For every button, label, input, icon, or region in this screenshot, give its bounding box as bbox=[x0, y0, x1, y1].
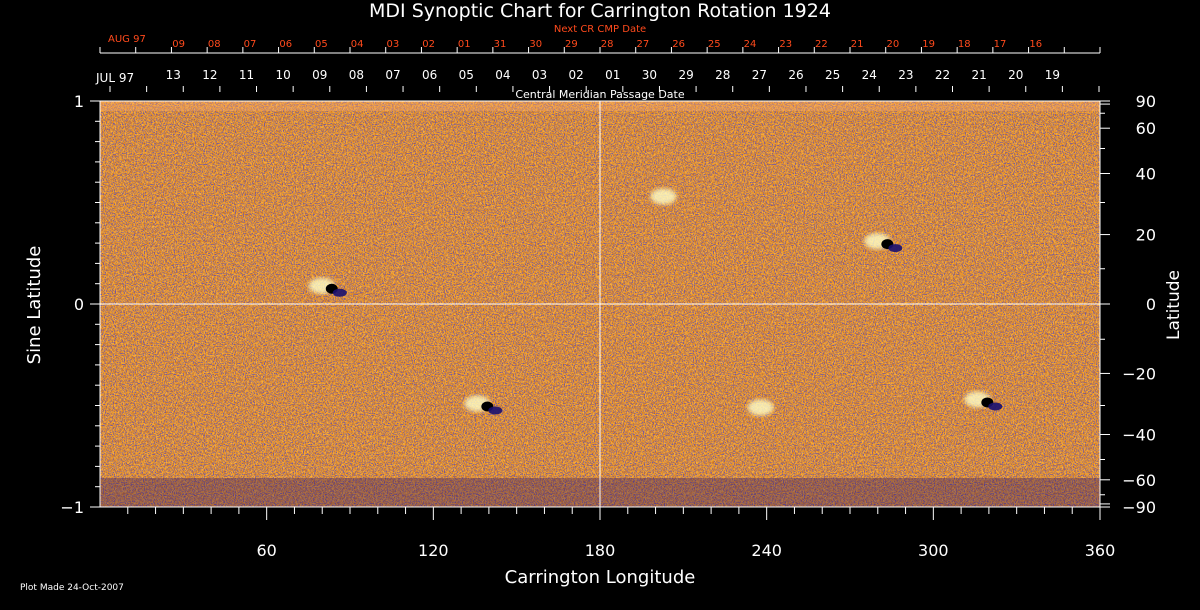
cmp-date-label: 10 bbox=[276, 68, 291, 82]
cmp-date-label: 06 bbox=[422, 68, 437, 82]
cmp-date-label: 12 bbox=[202, 68, 217, 82]
y-tick-label: 1 bbox=[74, 92, 84, 111]
active-region-negative bbox=[888, 244, 903, 253]
cmp-date-label: 24 bbox=[862, 68, 877, 82]
y-axis-label: Sine Latitude bbox=[24, 246, 45, 365]
cmp-date-label: 21 bbox=[971, 68, 986, 82]
top-axis-caption: Central Meridian Passage Date bbox=[515, 88, 684, 101]
active-region-positive bbox=[650, 188, 677, 205]
active-region bbox=[747, 399, 774, 416]
magnetogram-map bbox=[99, 100, 1101, 508]
y-tick-label: −1 bbox=[60, 498, 84, 517]
cmp-date-label: 08 bbox=[349, 68, 364, 82]
active-region-negative bbox=[988, 402, 1003, 411]
next-cr-date-label: 08 bbox=[208, 39, 221, 50]
next-cr-date-label: 19 bbox=[922, 39, 935, 50]
lat-tick-label: 0 bbox=[1146, 295, 1156, 314]
x-tick-label: 240 bbox=[751, 541, 782, 560]
lat-tick-label: −90 bbox=[1122, 498, 1156, 517]
cmp-date-label: 13 bbox=[166, 68, 181, 82]
lat-tick-label: 90 bbox=[1136, 92, 1156, 111]
next-cr-date-label: 04 bbox=[351, 39, 364, 50]
cmp-date-label: 04 bbox=[495, 68, 510, 82]
next-cr-date-label: 25 bbox=[708, 39, 721, 50]
active-region-negative bbox=[332, 288, 347, 297]
next-cr-date-label: 18 bbox=[958, 39, 971, 50]
next-cr-date-label: 20 bbox=[886, 39, 899, 50]
next-cr-date-label: 29 bbox=[565, 39, 578, 50]
active-region-positive bbox=[747, 399, 774, 416]
lat-tick-label: −20 bbox=[1122, 364, 1156, 383]
next-cr-date-label: 28 bbox=[601, 39, 614, 50]
active-region bbox=[864, 233, 903, 253]
next-cr-date-label: 26 bbox=[672, 39, 685, 50]
lat-tick-label: 40 bbox=[1136, 165, 1156, 184]
active-region bbox=[650, 188, 677, 205]
cmp-date-label: 07 bbox=[385, 68, 400, 82]
x-tick-label: 60 bbox=[256, 541, 276, 560]
lat-tick-label: 60 bbox=[1136, 119, 1156, 138]
cmp-date-label: 25 bbox=[825, 68, 840, 82]
next-cr-date-label: 22 bbox=[815, 39, 828, 50]
next-cr-month: AUG 97 bbox=[108, 34, 146, 45]
cmp-date-label: 28 bbox=[715, 68, 730, 82]
next-cr-date-label: 24 bbox=[744, 39, 757, 50]
next-cr-date-label: 07 bbox=[244, 39, 257, 50]
cmp-date-label: 05 bbox=[459, 68, 474, 82]
cmp-date-label: 02 bbox=[569, 68, 584, 82]
next-cr-date-label: 31 bbox=[494, 39, 507, 50]
lat-tick-label: −40 bbox=[1122, 425, 1156, 444]
next-cr-date-label: 27 bbox=[636, 39, 649, 50]
cmp-month: JUL 97 bbox=[95, 71, 134, 85]
cmp-date-label: 11 bbox=[239, 68, 254, 82]
next-cr-date-label: 01 bbox=[458, 39, 471, 50]
active-region bbox=[464, 395, 503, 415]
next-cr-date-label: 16 bbox=[1029, 39, 1042, 50]
x-tick-label: 360 bbox=[1085, 541, 1116, 560]
next-cr-date-label: 02 bbox=[422, 39, 435, 50]
cmp-date-label: 26 bbox=[788, 68, 803, 82]
cmp-date-label: 09 bbox=[312, 68, 327, 82]
cmp-date-label: 29 bbox=[678, 68, 693, 82]
chart-title: MDI Synoptic Chart for Carrington Rotati… bbox=[369, 0, 831, 22]
next-cr-caption: Next CR CMP Date bbox=[554, 24, 646, 35]
next-cr-date-label: 09 bbox=[172, 39, 185, 50]
active-region-negative bbox=[488, 406, 503, 415]
cmp-date-label: 03 bbox=[532, 68, 547, 82]
y-axis-label-right: Latitude bbox=[1164, 270, 1184, 340]
x-tick-label: 180 bbox=[585, 541, 616, 560]
next-cr-date-label: 06 bbox=[279, 39, 292, 50]
next-cr-date-label: 21 bbox=[851, 39, 864, 50]
cmp-date-label: 27 bbox=[752, 68, 767, 82]
cmp-date-label: 20 bbox=[1008, 68, 1023, 82]
next-cr-date-label: 05 bbox=[315, 39, 328, 50]
next-cr-date-label: 23 bbox=[779, 39, 792, 50]
cmp-date-label: 19 bbox=[1045, 68, 1060, 82]
x-tick-label: 300 bbox=[918, 541, 949, 560]
cmp-date-label: 22 bbox=[935, 68, 950, 82]
cmp-date-label: 30 bbox=[642, 68, 657, 82]
active-region bbox=[308, 277, 347, 297]
x-tick-label: 120 bbox=[418, 541, 449, 560]
next-cr-date-label: 03 bbox=[386, 39, 399, 50]
active-region bbox=[964, 391, 1003, 411]
x-axis-label: Carrington Longitude bbox=[505, 567, 696, 588]
next-cr-date-label: 17 bbox=[994, 39, 1007, 50]
next-cr-date-label: 30 bbox=[529, 39, 542, 50]
y-tick-label: 0 bbox=[74, 295, 84, 314]
cmp-date-label: 01 bbox=[605, 68, 620, 82]
cmp-date-label: 23 bbox=[898, 68, 913, 82]
plot-made-footer: Plot Made 24-Oct-2007 bbox=[20, 583, 124, 593]
lat-tick-label: −60 bbox=[1122, 471, 1156, 490]
lat-tick-label: 20 bbox=[1136, 226, 1156, 245]
